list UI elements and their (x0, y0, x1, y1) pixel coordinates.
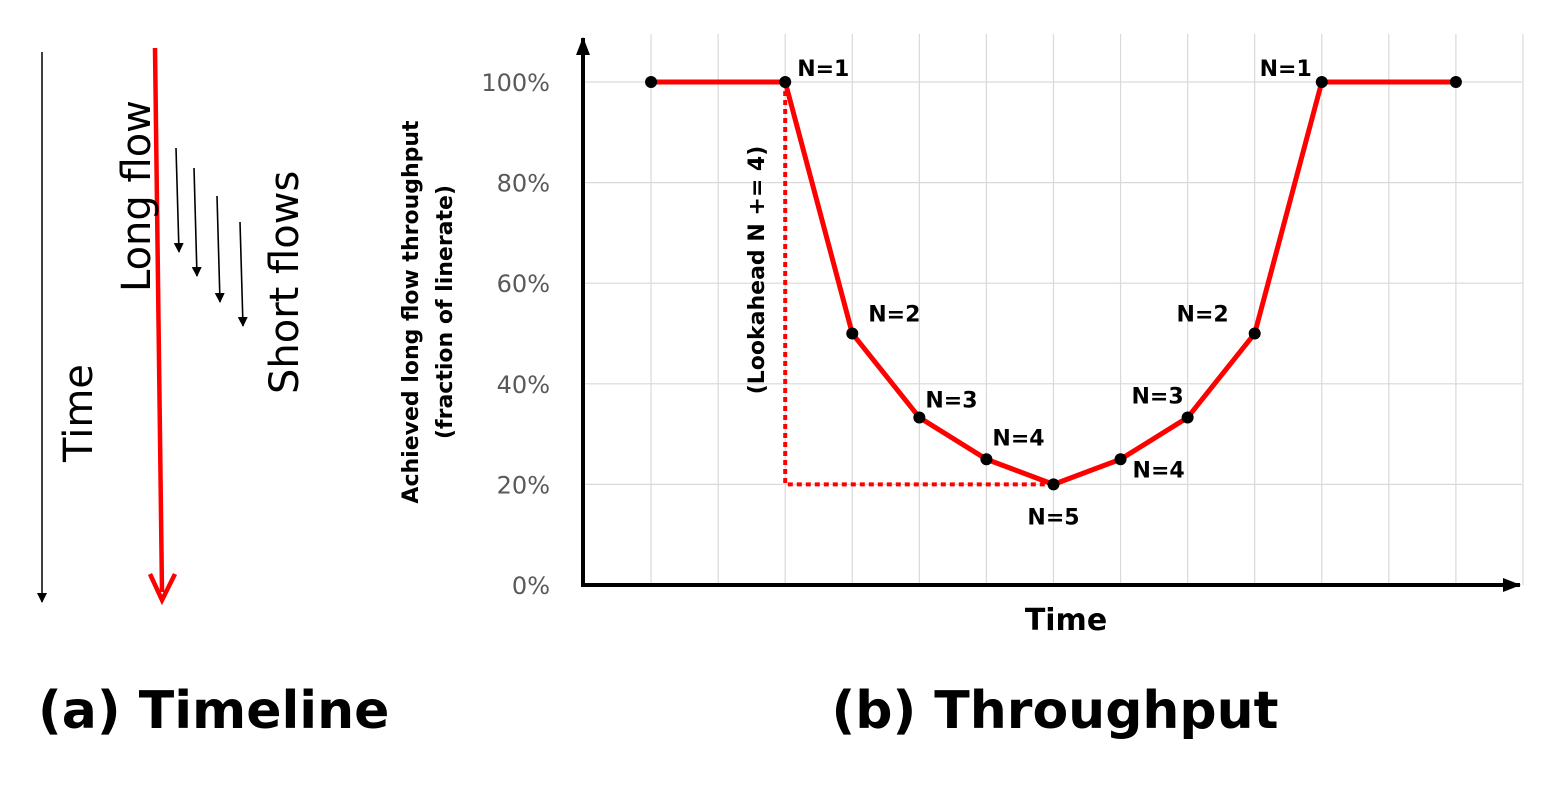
y-tick-labels: 0% 20% 40% 60% 80% 100% (481, 69, 550, 600)
y-axis-label: Achieved long flow throughput (399, 120, 424, 504)
data-point (846, 327, 859, 340)
throughput-panel: 0% 20% 40% 60% 80% 100% Time Achieved long fl… (399, 34, 1524, 741)
data-point (980, 453, 993, 466)
x-axis-label: Time (1025, 603, 1107, 638)
y-tick-label: 80% (497, 170, 550, 198)
short-flow-arrow (191, 167, 202, 277)
data-point (1047, 478, 1060, 491)
short-flow-arrow (173, 147, 184, 253)
short-flow-arrow (237, 221, 248, 327)
throughput-caption: (b) Throughput (831, 681, 1278, 741)
point-label: N=1 (1260, 57, 1312, 82)
long-flow-arrow (152, 47, 165, 593)
y-tick-label: 20% (497, 471, 550, 499)
data-point (645, 76, 658, 88)
data-point (779, 76, 792, 88)
y-tick-label: 100% (481, 69, 550, 97)
series: N=1 N=2 N=3 N=4 N=5 N=4 N=3 N=2 N=1 (645, 57, 1462, 530)
point-label: N=2 (1177, 303, 1229, 328)
point-label: N=4 (992, 426, 1044, 451)
data-point (1114, 453, 1127, 466)
point-label: N=3 (1131, 385, 1183, 410)
y-axis-label-secondary: (fraction of linerate) (433, 185, 458, 439)
short-flow-arrows (173, 147, 248, 327)
long-flow-arrowhead (147, 572, 178, 606)
y-tick-label: 0% (512, 572, 550, 600)
point-label: N=4 (1133, 458, 1185, 483)
data-point (913, 411, 926, 424)
data-point (1181, 411, 1194, 424)
data-point (1248, 327, 1261, 340)
short-flows-label: Short flows (262, 171, 308, 394)
y-tick-label: 60% (497, 270, 550, 298)
timeline-caption: (a) Timeline (38, 681, 389, 741)
lookahead-label: (Lookahead N += 4) (745, 146, 770, 395)
timeline-panel: Time Long flow Short flows (a) Timeline (37, 47, 389, 741)
point-label: N=3 (925, 389, 977, 414)
data-point (1449, 76, 1462, 88)
short-flow-arrow (214, 195, 225, 303)
long-flow-label: Long flow (114, 100, 160, 292)
time-label: Time (56, 364, 102, 463)
point-label: N=5 (1027, 505, 1079, 530)
gridlines (583, 34, 1524, 585)
point-label: N=1 (797, 57, 849, 82)
data-point (1315, 76, 1328, 88)
y-tick-label: 40% (497, 371, 550, 399)
point-label: N=2 (868, 303, 920, 328)
